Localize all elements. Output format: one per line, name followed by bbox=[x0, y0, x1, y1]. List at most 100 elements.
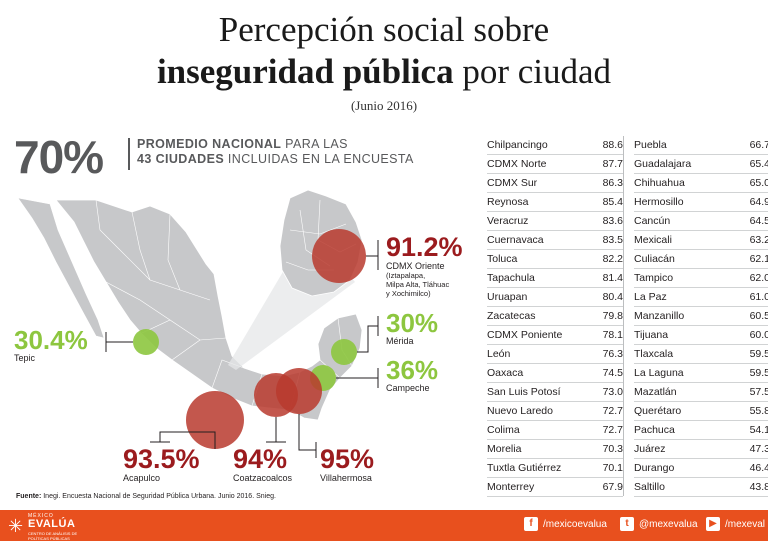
table-row: Tampico 62.0 bbox=[634, 269, 768, 288]
city-value: 87.7 bbox=[602, 158, 623, 170]
city-value: 60.0 bbox=[749, 329, 768, 341]
city-value: 55.8 bbox=[749, 405, 768, 417]
footer-bar: ✳ MÉXICO EVALÚA CENTRO DE ANÁLISIS DE PO… bbox=[0, 510, 768, 541]
table-row: Culiacán 62.1 bbox=[634, 250, 768, 269]
label-villahermosa: 95% Villahermosa bbox=[320, 444, 375, 484]
city-value: 88.6 bbox=[602, 139, 623, 151]
logo-star-icon: ✳ bbox=[8, 516, 24, 536]
city-name: Tampico bbox=[634, 272, 674, 284]
city-value: 57.5 bbox=[749, 386, 768, 398]
label-cdmx-oriente: 91.2% CDMX Oriente (Iztapalapa, Milpa Al… bbox=[386, 234, 463, 299]
city-name: Uruapan bbox=[487, 291, 528, 303]
city-name: Mexicali bbox=[634, 234, 672, 246]
villahermosa-name: Villahermosa bbox=[320, 473, 372, 483]
source-note: Fuente: Inegi. Encuesta Nacional de Segu… bbox=[16, 493, 276, 500]
table-row: Cancún 64.5 bbox=[634, 212, 768, 231]
city-name: Veracruz bbox=[487, 215, 529, 227]
title-line-2: inseguridad pública por ciudad bbox=[0, 52, 768, 92]
city-value: 85.4 bbox=[602, 196, 623, 208]
city-name: Tuxtla Gutiérrez bbox=[487, 462, 562, 474]
table-row: Durango 46.4 bbox=[634, 459, 768, 478]
city-name: CDMX Norte bbox=[487, 158, 547, 170]
city-value: 80.4 bbox=[602, 291, 623, 303]
table-row: Pachuca 54.1 bbox=[634, 421, 768, 440]
youtube-icon: ▶ bbox=[706, 517, 720, 531]
city-name: La Laguna bbox=[634, 367, 684, 379]
coatzacoalcos-name: Coatzacoalcos bbox=[233, 473, 293, 483]
national-average-label: PROMEDIO NACIONAL PARA LAS 43 CIUDADES I… bbox=[137, 137, 414, 167]
youtube-handle: /mexeval bbox=[725, 518, 766, 530]
bubble-cdmx-oriente bbox=[312, 229, 366, 283]
label-merida: 30% Mérida bbox=[386, 310, 438, 346]
city-name: Saltillo bbox=[634, 481, 665, 493]
city-name: Hermosillo bbox=[634, 196, 684, 208]
table-row: San Luis Potosí 73.0 bbox=[487, 383, 623, 402]
table-row: Puebla 66.7 bbox=[634, 136, 768, 155]
table-row: Zacatecas 79.8 bbox=[487, 307, 623, 326]
label-coatzacoalcos: 94% Coatzacoalcos bbox=[233, 446, 293, 484]
city-value: 62.1 bbox=[749, 253, 768, 265]
label-campeche: 36% Campeche bbox=[386, 357, 438, 393]
city-name: Tapachula bbox=[487, 272, 535, 284]
tepic-name: Tepic bbox=[14, 353, 36, 363]
acapulco-value: 93.5% bbox=[123, 444, 200, 474]
city-value: 81.4 bbox=[602, 272, 623, 284]
title-line-1: Percepción social sobre bbox=[218, 10, 550, 49]
city-value: 65.4 bbox=[749, 158, 768, 170]
cdmx-oriente-note-1: (Iztapalapa, bbox=[386, 271, 426, 280]
label-acapulco: 93.5% Acapulco bbox=[123, 444, 200, 484]
cdmx-oriente-note-3: y Xochimilco) bbox=[386, 289, 431, 298]
ranking-column-2: Puebla 66.7 Guadalajara 65.4 Chihuahua 65.0 He… bbox=[634, 136, 768, 497]
city-name: San Luis Potosí bbox=[487, 386, 561, 398]
table-row: Chilpancingo 88.6 bbox=[487, 136, 623, 155]
source-text: Inegi. Encuesta Nacional de Seguridad Pú… bbox=[41, 493, 276, 500]
city-value: 70.3 bbox=[602, 443, 623, 455]
youtube-link[interactable]: ▶ /mexeval bbox=[706, 517, 765, 531]
table-row: CDMX Norte 87.7 bbox=[487, 155, 623, 174]
city-value: 83.6 bbox=[602, 215, 623, 227]
city-value: 73.0 bbox=[602, 386, 623, 398]
city-value: 60.5 bbox=[749, 310, 768, 322]
source-label: Fuente: bbox=[16, 493, 42, 500]
facebook-link[interactable]: f /mexicoevalua bbox=[524, 517, 607, 531]
mexico-evalua-logo[interactable]: ✳ MÉXICO EVALÚA CENTRO DE ANÁLISIS DE PO… bbox=[8, 513, 88, 541]
city-value: 63.2 bbox=[749, 234, 768, 246]
city-name: Chihuahua bbox=[634, 177, 685, 189]
city-value: 64.9 bbox=[749, 196, 768, 208]
city-value: 72.7 bbox=[602, 424, 623, 436]
national-average-label-rest: PARA LAS bbox=[281, 137, 348, 151]
villahermosa-value: 95% bbox=[320, 444, 375, 474]
city-name: La Paz bbox=[634, 291, 667, 303]
city-value: 62.0 bbox=[749, 272, 768, 284]
city-name: CDMX Sur bbox=[487, 177, 538, 189]
title-rest: por ciudad bbox=[453, 52, 612, 91]
table-row: Reynosa 85.4 bbox=[487, 193, 623, 212]
twitter-link[interactable]: t @mexevalua bbox=[620, 517, 698, 531]
city-name: Mazatlán bbox=[634, 386, 677, 398]
city-value: 65.0 bbox=[749, 177, 768, 189]
bubble-merida bbox=[331, 339, 357, 365]
city-value: 79.8 bbox=[602, 310, 623, 322]
table-row: Nuevo Laredo 72.7 bbox=[487, 402, 623, 421]
table-row: Manzanillo 60.5 bbox=[634, 307, 768, 326]
bubble-acapulco bbox=[186, 391, 244, 449]
city-name: Morelia bbox=[487, 443, 522, 455]
cities-count-rest: INCLUIDAS EN LA ENCUESTA bbox=[224, 152, 414, 166]
campeche-value: 36% bbox=[386, 355, 439, 385]
city-value: 66.7 bbox=[749, 139, 768, 151]
city-value: 86.3 bbox=[602, 177, 623, 189]
bubble-villahermosa bbox=[276, 368, 322, 414]
facebook-icon: f bbox=[524, 517, 538, 531]
city-value: 59.5 bbox=[749, 348, 768, 360]
city-name: Culiacán bbox=[634, 253, 675, 265]
table-row: Querétaro 55.8 bbox=[634, 402, 768, 421]
national-average-label-bold: PROMEDIO NACIONAL bbox=[137, 137, 282, 151]
twitter-icon: t bbox=[620, 517, 634, 531]
city-name: León bbox=[487, 348, 511, 360]
city-value: 64.5 bbox=[749, 215, 768, 227]
logo-top-text: MÉXICO bbox=[28, 513, 54, 519]
city-value: 61.0 bbox=[749, 291, 768, 303]
merida-name: Mérida bbox=[386, 336, 414, 346]
city-value: 72.7 bbox=[602, 405, 623, 417]
city-name: Durango bbox=[634, 462, 675, 474]
